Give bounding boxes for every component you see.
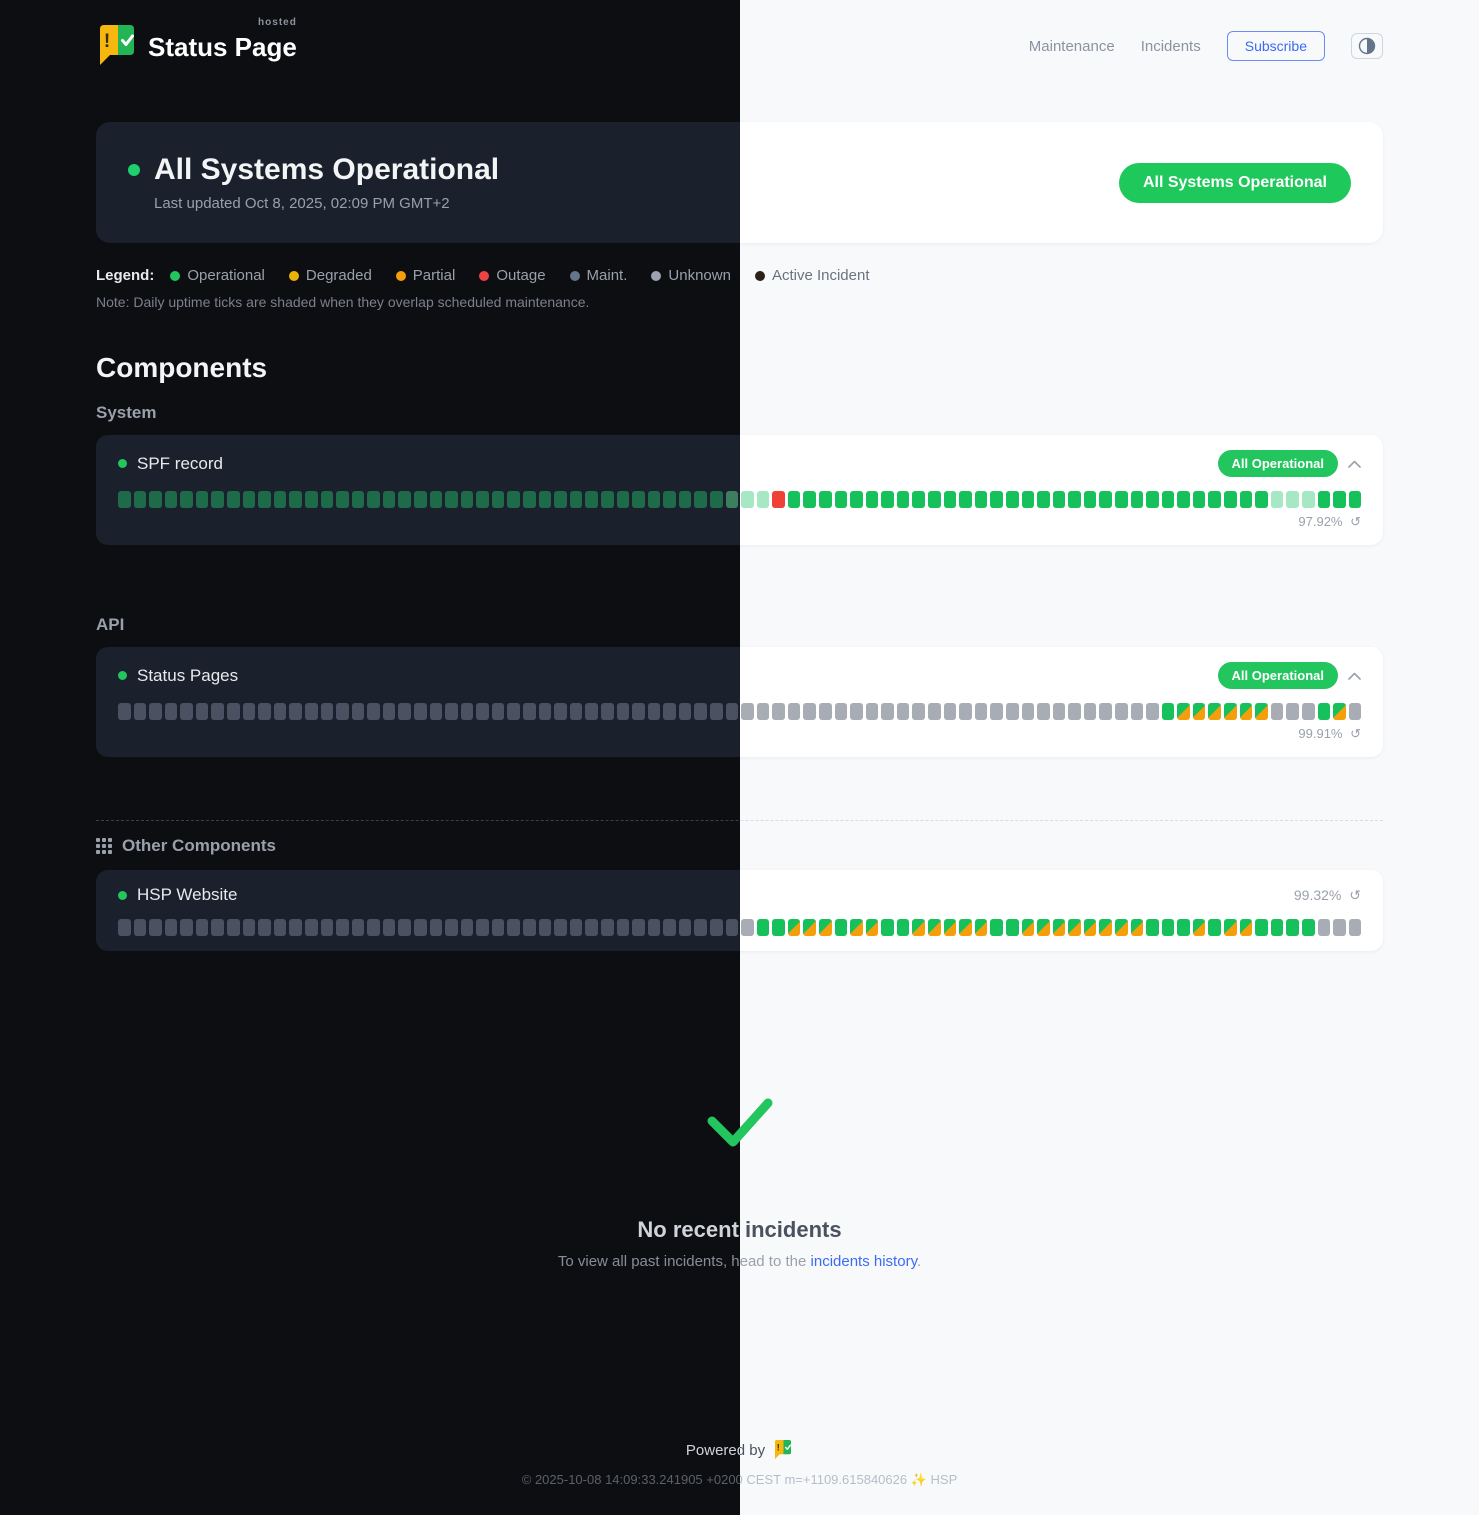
svg-text:!: ! (104, 31, 110, 52)
svg-text:!: ! (777, 1442, 780, 1452)
